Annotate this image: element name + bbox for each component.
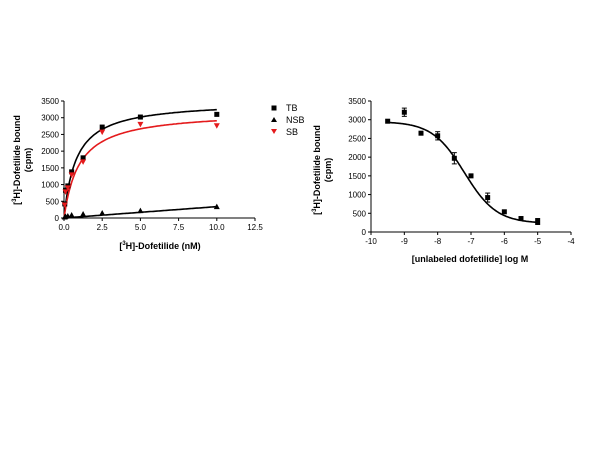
fit-curve-sb: [63, 120, 217, 217]
data-point-nsb: [80, 210, 87, 217]
competition-y-ticks: 0 500 1000 1500 2000 2500 3000 3500: [348, 97, 371, 237]
y-tick-label: 3500: [348, 97, 366, 106]
x-tick-label: -8: [434, 237, 442, 246]
legend-entry-nsb: NSB: [271, 115, 305, 125]
data-point-competition: [518, 216, 524, 222]
data-point-tb: [99, 124, 105, 130]
y-tick-label: 500: [353, 209, 367, 218]
competition-x-axis-label: [unlabeled dofetilide] log M: [412, 254, 529, 264]
data-point-competition: [385, 118, 391, 124]
legend-marker-nsb: [271, 117, 277, 122]
competition-y-axis-label: [3H]-Dofetilide bound: [312, 125, 322, 215]
data-point-nsb: [213, 203, 220, 210]
y-tick-label: 0: [362, 228, 367, 237]
data-point-sb: [80, 159, 87, 165]
x-tick-label: 5.0: [135, 223, 147, 232]
y-tick-label: 3000: [41, 114, 59, 123]
y-tick-label: 3000: [348, 116, 366, 125]
data-point-competition: [501, 209, 507, 215]
saturation-y-ticks: 0 500 1000 1500 2000 2500 3000 3500: [41, 97, 64, 223]
y-tick-label: 1000: [348, 191, 366, 200]
saturation-y-axis-unit: (cpm): [23, 148, 33, 173]
data-point-competition: [435, 133, 441, 139]
data-point-sb: [99, 129, 106, 136]
x-tick-label: -4: [567, 237, 575, 246]
saturation-points: [61, 111, 220, 220]
x-tick-label: 10.0: [209, 223, 225, 232]
data-point-tb: [137, 114, 143, 120]
data-point-sb: [68, 172, 75, 178]
legend-label-nsb: NSB: [286, 115, 305, 125]
data-point-tb: [69, 169, 75, 175]
data-point-tb: [80, 155, 86, 161]
data-point-competition: [401, 109, 407, 115]
saturation-axes: [63, 101, 255, 219]
legend-entry-tb: TB: [271, 103, 298, 113]
competition-chart: 0 500 1000 1500 2000 2500 3000 3500 -10 -9 -8 -7 -6…: [312, 97, 575, 264]
competition-y-axis-unit: (cpm): [323, 158, 333, 183]
data-point-competition: [418, 130, 424, 136]
y-tick-label: 2500: [348, 134, 366, 143]
y-tick-label: 2500: [41, 130, 59, 139]
x-tick-label: 7.5: [173, 223, 185, 232]
y-tick-label: 3500: [41, 97, 59, 106]
data-point-competition: [485, 195, 491, 201]
data-point-tb: [214, 111, 220, 117]
data-point-sb: [137, 121, 144, 128]
x-tick-label: 2.5: [97, 223, 109, 232]
y-tick-label: 2000: [348, 153, 366, 162]
fit-curve-competition: [387, 121, 538, 224]
y-tick-label: 500: [46, 197, 60, 206]
competition-points: [385, 107, 541, 226]
y-tick-label: 2000: [41, 147, 59, 156]
data-point-competition: [451, 155, 457, 161]
legend-label-tb: TB: [286, 103, 298, 113]
x-tick-label: -6: [501, 237, 509, 246]
saturation-y-axis-label: [3H]-Dofetilide bound: [12, 115, 22, 205]
data-point-nsb: [99, 209, 106, 216]
y-tick-label: 1500: [348, 172, 366, 181]
saturation-x-ticks: 0.0 2.5 5.0 7.5 10.0 12.5: [58, 218, 263, 232]
competition-fit-curve: [387, 121, 538, 224]
legend-marker-sb: [271, 129, 277, 134]
saturation-x-axis-label: [3H]-Dofetilide (nM): [119, 241, 200, 251]
saturation-legend: TB NSB SB: [271, 103, 305, 137]
data-point-sb: [62, 189, 69, 195]
data-point-nsb: [137, 207, 144, 214]
competition-axes: [370, 101, 571, 233]
y-tick-label: 1500: [41, 164, 59, 173]
x-tick-label: -9: [401, 237, 409, 246]
data-point-sb: [213, 123, 220, 129]
data-point-nsb: [68, 211, 75, 218]
competition-x-ticks: -10 -9 -8 -7 -6 -5 -4: [365, 232, 575, 246]
legend-marker-tb: [271, 105, 277, 111]
x-tick-label: 0.0: [58, 223, 70, 232]
y-tick-label: 1000: [41, 181, 59, 190]
legend-entry-sb: SB: [271, 127, 298, 137]
x-tick-label: 12.5: [247, 223, 263, 232]
legend-label-sb: SB: [286, 127, 298, 137]
x-tick-label: -10: [365, 237, 377, 246]
x-tick-label: -5: [534, 237, 542, 246]
data-point-competition: [535, 219, 541, 225]
x-tick-label: -7: [467, 237, 475, 246]
saturation-chart: 0 500 1000 1500 2000 2500 3000 3500 0.0 2.5 5.0 7.…: [12, 97, 305, 251]
data-point-sb: [64, 185, 71, 191]
data-point-sb: [61, 202, 68, 208]
y-tick-label: 0: [55, 214, 60, 223]
data-point-competition: [468, 173, 474, 179]
